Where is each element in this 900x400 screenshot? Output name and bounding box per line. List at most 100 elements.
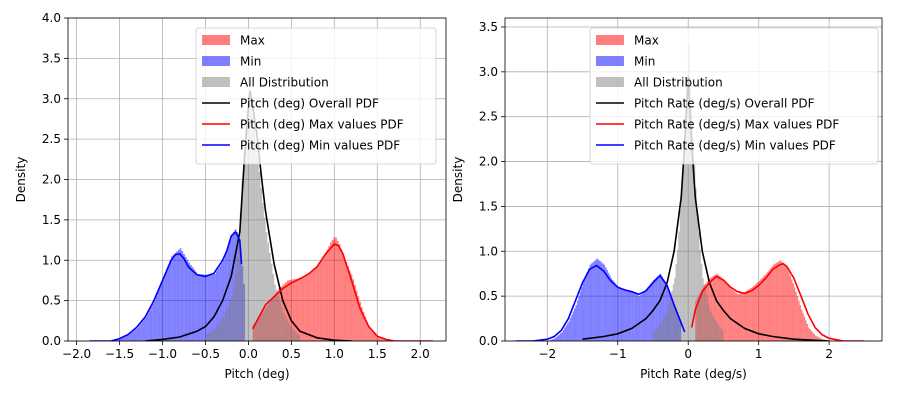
hist-bar: [586, 271, 589, 341]
hist-bar: [307, 273, 310, 341]
hist-bar: [559, 333, 562, 341]
hist-bar: [786, 267, 789, 341]
hist-bar: [297, 278, 300, 341]
hist-bar: [707, 303, 710, 341]
hist-bar: [788, 271, 790, 341]
hist-bar: [285, 282, 288, 341]
hist-bar: [792, 283, 794, 341]
hist-bar: [153, 300, 156, 341]
hist-bar: [186, 259, 189, 341]
hist-bar: [667, 309, 669, 341]
y-axis-label: Density: [451, 157, 465, 203]
hist-bar: [762, 276, 765, 341]
hist-bar: [338, 244, 341, 341]
hist-bar: [719, 276, 721, 341]
hist-bar: [227, 304, 230, 341]
hist-bar: [658, 324, 661, 341]
hist-bar: [800, 309, 803, 341]
hist-bar: [176, 251, 178, 341]
hist-bar: [719, 326, 721, 341]
hist-bar: [815, 335, 817, 341]
hist-bar: [217, 268, 220, 341]
hist-bar: [678, 231, 680, 341]
legend-label: Max: [634, 34, 659, 48]
hist-bar: [585, 275, 587, 341]
hist-bar: [613, 281, 615, 341]
hist-bar: [710, 312, 713, 341]
hist-bar: [614, 283, 617, 341]
hist-bar: [298, 335, 300, 341]
hist-bar: [802, 313, 804, 341]
hist-bar: [738, 293, 741, 341]
hist-bar: [568, 321, 570, 341]
hist-bar: [222, 316, 225, 341]
hist-bar: [731, 290, 734, 341]
legend-swatch-max: [596, 35, 624, 45]
hist-bar: [241, 181, 244, 341]
hist-bar: [212, 274, 215, 341]
hist-bar: [274, 284, 276, 341]
hist-bar: [803, 316, 806, 341]
hist-bar: [260, 187, 263, 341]
hist-bar: [806, 323, 809, 341]
hist-bar: [383, 338, 386, 341]
hist-bar: [716, 273, 718, 341]
hist-bar: [652, 332, 655, 341]
hist-bar: [265, 231, 268, 341]
hist-bar: [621, 288, 624, 341]
hist-bar: [747, 289, 749, 341]
hist-bar: [148, 310, 151, 341]
hist-bar: [200, 274, 203, 341]
y-tick-label: 1.0: [479, 244, 498, 258]
hist-bar: [131, 331, 134, 341]
hist-bar: [644, 290, 646, 341]
hist-bar: [658, 274, 661, 341]
hist-bar: [117, 339, 120, 341]
hist-bar: [638, 296, 641, 341]
hist-bar: [143, 319, 146, 341]
hist-bar: [598, 259, 600, 341]
hist-bar: [366, 321, 368, 341]
plot-area: [89, 90, 434, 341]
hist-bar: [602, 263, 604, 341]
hist-bar: [778, 261, 780, 341]
hist-bar: [660, 273, 662, 341]
hist-bar: [304, 276, 306, 341]
hist-bar: [561, 332, 563, 341]
hist-bar: [359, 301, 361, 341]
hist-bar: [220, 319, 223, 341]
hist-bar: [799, 305, 801, 341]
hist-bar: [296, 333, 299, 341]
hist-bar: [330, 242, 332, 341]
legend-label: Pitch Rate (deg/s) Overall PDF: [634, 97, 815, 111]
hist-bar: [128, 334, 130, 341]
hist-bar: [688, 44, 690, 341]
y-tick-label: 3.0: [479, 65, 498, 79]
hist-bar: [263, 217, 266, 341]
hist-bar: [572, 311, 575, 341]
legend-swatch-all: [202, 77, 230, 87]
hist-bar: [748, 288, 751, 341]
hist-bar: [753, 285, 755, 341]
hist-bar: [165, 269, 168, 341]
hist-bar: [816, 336, 818, 341]
hist-bar: [717, 324, 720, 341]
hist-bar: [147, 313, 149, 341]
hist-bar: [569, 318, 572, 341]
hist-bar: [248, 94, 251, 341]
hist-bar: [764, 275, 766, 341]
hist-bar: [645, 288, 648, 341]
hist-bar: [683, 138, 686, 341]
hist-bar: [714, 274, 717, 341]
hist-bar: [696, 210, 699, 341]
hist-bar: [340, 248, 343, 341]
hist-bar: [258, 171, 261, 341]
hist-bar: [195, 271, 197, 341]
hist-bar: [159, 287, 161, 341]
hist-bar: [299, 277, 301, 341]
hist-bar: [795, 291, 797, 341]
hist-bar: [227, 244, 230, 341]
hist-bar: [145, 316, 148, 341]
hist-bar: [558, 334, 560, 341]
